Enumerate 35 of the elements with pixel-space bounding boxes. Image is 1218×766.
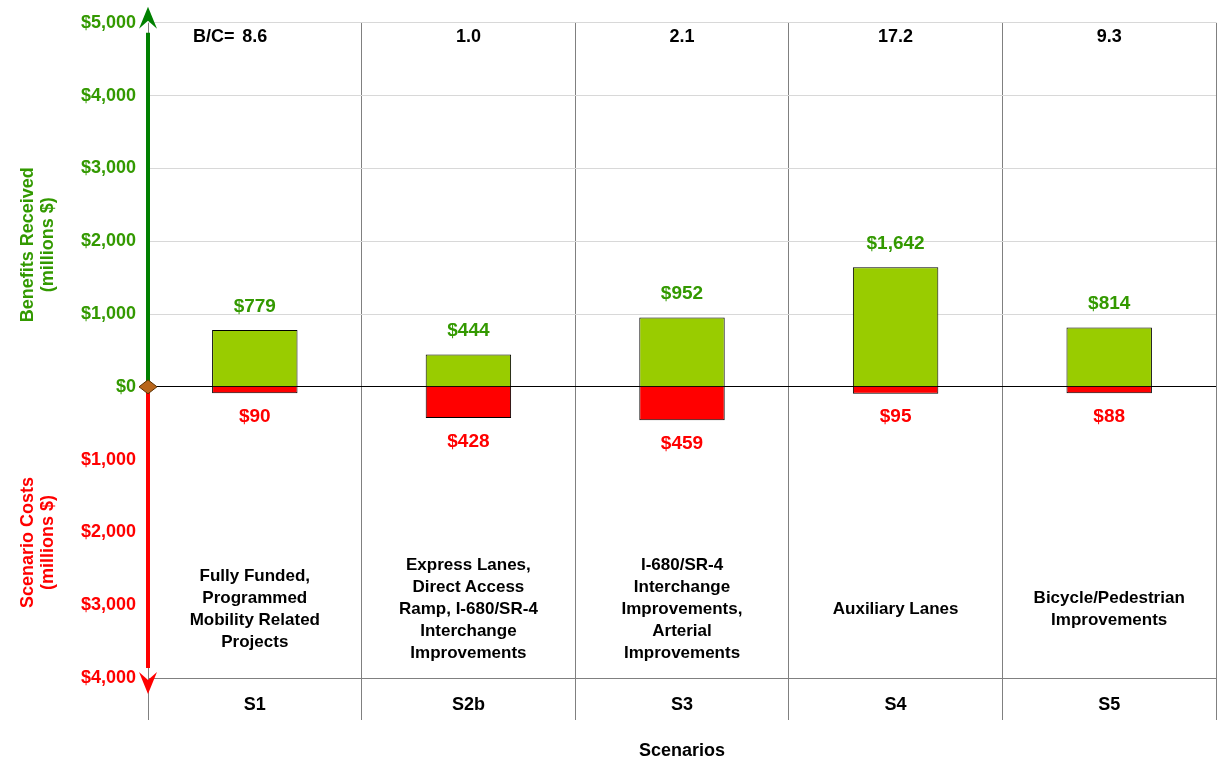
x-tick-label: S1 [243,693,266,714]
x-tick-label: S2b [451,693,485,714]
data-label: $428 [447,429,490,451]
y-tick-label: $1,000 [80,302,136,323]
data-label: $444 [447,319,490,341]
x-tick-label: S4 [884,693,907,714]
x-tick-label: S3 [670,693,694,714]
y-tick-label: $3,000 [80,157,136,178]
data-label: $814 [1088,292,1131,314]
data-label: $95 [879,405,912,427]
x-axis-title: Scenarios [638,740,726,761]
y-axis-title: Benefits Received (millions $) [16,167,57,323]
y-tick-label: $2,000 [80,230,136,251]
data-label: $779 [233,294,276,316]
annotation: 17.2 [878,25,914,46]
annotation: 9.3 [1096,25,1122,46]
data-label: $952 [660,282,704,304]
annotation: I-680/SR-4 Interchange Improvements, Arterial Improvements [621,554,743,662]
annotation: Express Lanes, Direct Access Ramp, I-680/SR-4 Interchange Improvements [398,554,539,662]
data-label: $1,642 [866,232,925,253]
annotation: 1.0 [455,25,481,46]
y-tick-label: $4,000 [80,84,136,105]
annotation: 2.1 [669,25,695,46]
annotation: Fully Funded, Programmed Mobility Related Projects [189,565,320,651]
data-label: $88 [1093,404,1126,426]
annotation: Bicycle/Pedestrian Improvements [1033,587,1185,629]
x-tick-label: S5 [1098,693,1121,714]
text: Scenario Costs (millions $) [16,476,57,608]
annotation: 8.6 [242,25,268,46]
y-tick-label: $0 [115,375,136,396]
data-label: $459 [660,431,704,453]
annotation: B/C= [193,25,235,46]
annotation: Auxiliary Lanes [832,598,959,618]
data-label: $90 [238,405,271,427]
y-tick-label: $5,000 [80,11,136,32]
